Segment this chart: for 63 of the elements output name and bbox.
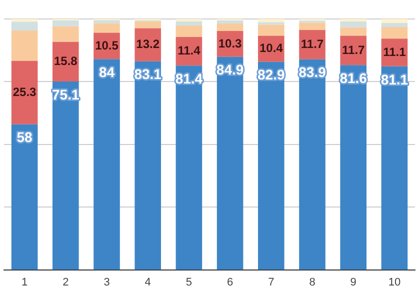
bar xyxy=(340,19,366,22)
data-label: 82.9 xyxy=(258,66,285,83)
bar xyxy=(258,22,284,25)
x-tick-label: 1 xyxy=(21,276,28,288)
data-label: 83.1 xyxy=(134,66,162,82)
data-label: 15.8 xyxy=(54,54,78,68)
bar xyxy=(381,27,408,39)
bar xyxy=(176,26,202,38)
x-tick-label: 2 xyxy=(62,276,69,288)
bar xyxy=(52,20,79,26)
bar xyxy=(134,22,161,28)
bar xyxy=(94,59,120,270)
bar xyxy=(381,19,408,24)
bar xyxy=(299,22,326,30)
bar xyxy=(340,27,366,36)
data-label: 11.7 xyxy=(300,37,324,52)
bar xyxy=(11,124,38,270)
data-label: 13.2 xyxy=(136,37,160,52)
bar xyxy=(11,60,38,124)
bar xyxy=(52,42,79,82)
x-tick-label: 4 xyxy=(144,276,151,288)
bar xyxy=(258,62,284,270)
bar xyxy=(340,22,366,28)
bar xyxy=(11,30,38,61)
data-label: 75.1 xyxy=(52,86,80,102)
data-label: 11.7 xyxy=(342,42,366,57)
data-label: 10.3 xyxy=(218,36,242,50)
bar xyxy=(381,66,408,270)
bar xyxy=(11,22,38,31)
data-label: 11.1 xyxy=(383,44,406,59)
data-label: 10.5 xyxy=(95,38,119,52)
x-tick-label: 6 xyxy=(226,276,234,288)
bar xyxy=(176,22,202,26)
x-tick-label: 7 xyxy=(268,276,274,288)
data-label: 25.3 xyxy=(12,84,37,99)
bar xyxy=(340,65,366,270)
bar xyxy=(216,20,244,24)
data-label: 81.6 xyxy=(340,70,368,86)
data-label: 58 xyxy=(16,129,33,146)
bar xyxy=(11,19,38,22)
bar xyxy=(176,19,202,22)
bar xyxy=(134,61,161,270)
data-label: 10.4 xyxy=(259,41,284,56)
bar xyxy=(52,26,79,42)
bar xyxy=(381,23,408,28)
data-label: 84 xyxy=(98,64,115,80)
bar xyxy=(94,20,120,24)
bar xyxy=(258,24,284,36)
bar xyxy=(299,30,326,60)
x-tick-label: 10 xyxy=(388,276,401,288)
x-tick-label: 3 xyxy=(104,276,110,288)
x-tick-label: 8 xyxy=(309,276,316,288)
bar xyxy=(216,56,244,270)
data-label: 11.4 xyxy=(178,44,201,58)
bar xyxy=(258,19,284,22)
data-label: 83.9 xyxy=(298,64,326,80)
x-tick-label: 5 xyxy=(186,276,192,288)
bar xyxy=(176,66,202,270)
bar xyxy=(216,24,244,32)
bar xyxy=(94,23,120,33)
x-tick-label: 9 xyxy=(350,276,356,288)
bar xyxy=(52,81,79,270)
bar xyxy=(299,59,326,270)
